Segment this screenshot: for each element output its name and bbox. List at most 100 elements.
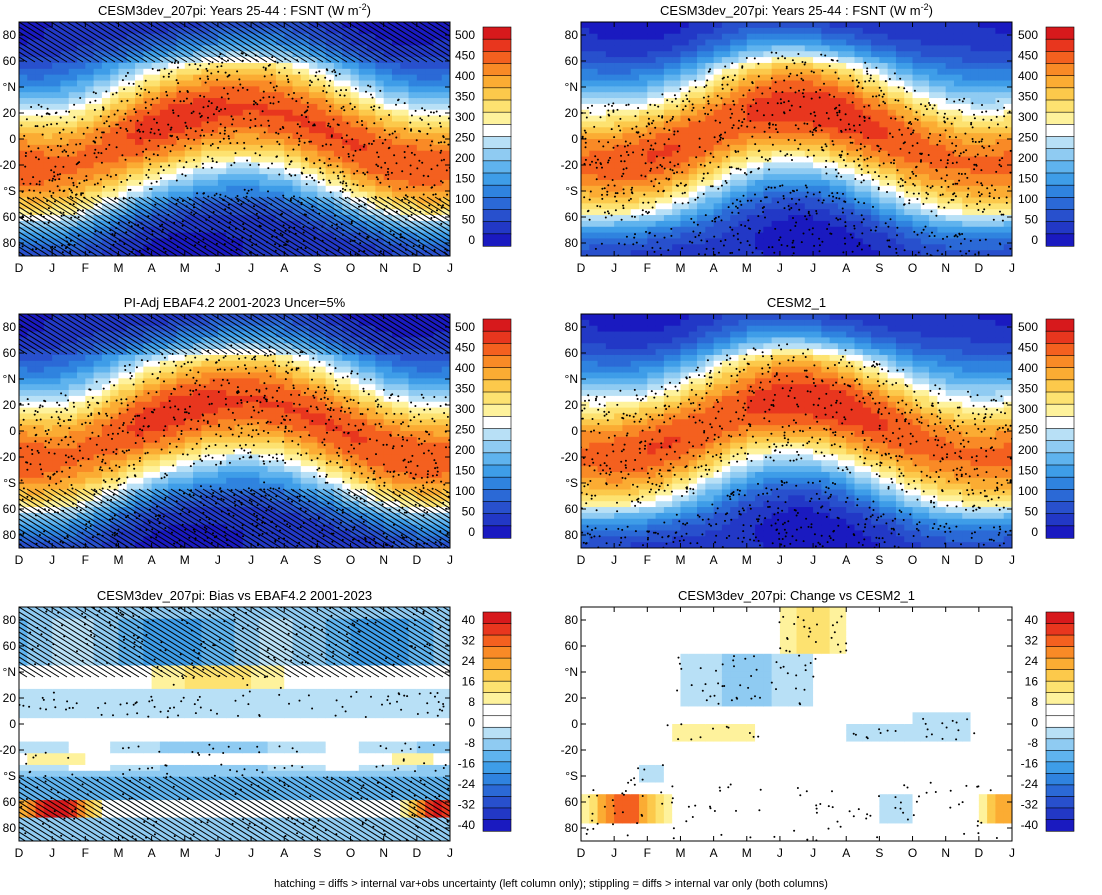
stipple-dot bbox=[313, 162, 316, 165]
hatch-line bbox=[66, 196, 162, 256]
stipple-dot bbox=[199, 134, 202, 137]
heatmap-cell bbox=[605, 150, 615, 158]
heatmap-cell bbox=[234, 86, 244, 93]
heatmap-cell bbox=[796, 127, 806, 134]
heatmap-cell bbox=[242, 244, 252, 251]
heatmap-cell bbox=[614, 74, 624, 82]
heatmap-cell bbox=[408, 80, 418, 87]
heatmap-cell bbox=[309, 144, 318, 152]
heatmap-cell bbox=[605, 226, 615, 234]
heatmap-cell bbox=[19, 162, 28, 169]
heatmap-cell bbox=[688, 121, 698, 128]
heatmap-cell bbox=[639, 39, 648, 46]
heatmap-cell bbox=[887, 197, 897, 204]
heatmap-cell bbox=[721, 162, 731, 169]
heatmap-cell bbox=[871, 86, 880, 93]
heatmap-cell bbox=[400, 191, 410, 199]
heatmap-cell bbox=[151, 74, 161, 82]
heatmap-cell bbox=[110, 133, 120, 140]
stipple-dot bbox=[56, 144, 59, 147]
heatmap-cell bbox=[408, 62, 418, 70]
heatmap-cell bbox=[788, 98, 798, 105]
heatmap-cell bbox=[408, 139, 418, 146]
heatmap-cell bbox=[639, 109, 648, 117]
heatmap-cell bbox=[383, 98, 393, 105]
heatmap-cell bbox=[325, 86, 335, 93]
hatch-line bbox=[282, 196, 378, 256]
heatmap-cell bbox=[763, 39, 773, 46]
heatmap-cell bbox=[93, 22, 103, 29]
heatmap-cell bbox=[27, 62, 37, 70]
heatmap-cell bbox=[647, 220, 657, 228]
heatmap-cell bbox=[168, 68, 178, 76]
heatmap-cell bbox=[738, 39, 748, 46]
heatmap-cell bbox=[755, 185, 764, 193]
heatmap-cell bbox=[755, 33, 764, 41]
heatmap-cell bbox=[663, 27, 673, 35]
heatmap-cell bbox=[400, 168, 410, 175]
stipple-dot bbox=[188, 63, 191, 66]
heatmap-cell bbox=[887, 150, 897, 158]
heatmap-cell bbox=[713, 191, 723, 199]
heatmap-cell bbox=[126, 133, 136, 140]
heatmap-cell bbox=[581, 80, 590, 87]
heatmap-cell bbox=[151, 80, 161, 87]
heatmap-cell bbox=[597, 250, 607, 256]
heatmap-cell bbox=[333, 80, 343, 87]
heatmap-cell bbox=[425, 68, 435, 76]
heatmap-cell bbox=[821, 215, 831, 222]
stipple-dot bbox=[345, 182, 348, 185]
stipple-dot bbox=[185, 161, 188, 164]
heatmap-cell bbox=[118, 22, 128, 29]
heatmap-cell bbox=[259, 174, 269, 181]
heatmap-cell bbox=[829, 238, 839, 245]
heatmap-cell bbox=[251, 68, 260, 76]
heatmap-cell bbox=[416, 191, 426, 199]
heatmap-cell bbox=[854, 109, 864, 117]
heatmap-cell bbox=[275, 179, 285, 187]
heatmap-cell bbox=[895, 238, 905, 245]
heatmap-cell bbox=[85, 185, 95, 193]
heatmap-cell bbox=[35, 109, 45, 117]
heatmap-cell bbox=[630, 39, 640, 46]
stipple-dot bbox=[330, 135, 333, 138]
stipple-dot bbox=[317, 78, 320, 81]
heatmap-cell bbox=[846, 68, 856, 76]
heatmap-cell bbox=[292, 215, 302, 222]
stipple-dot bbox=[249, 164, 252, 166]
heatmap-cell bbox=[738, 86, 748, 93]
heatmap-cell bbox=[416, 220, 426, 228]
heatmap-cell bbox=[813, 162, 822, 169]
heatmap-cell bbox=[887, 174, 897, 181]
y-tick-label: 80 bbox=[3, 236, 17, 250]
heatmap-cell bbox=[697, 127, 706, 134]
heatmap-cell bbox=[259, 33, 269, 41]
hatch-line bbox=[322, 22, 388, 63]
heatmap-cell bbox=[52, 68, 62, 76]
hatch-line bbox=[26, 22, 92, 63]
heatmap-cell bbox=[267, 121, 277, 128]
heatmap-cell bbox=[672, 57, 682, 64]
heatmap-cell bbox=[251, 27, 260, 35]
heatmap-cell bbox=[375, 127, 385, 134]
heatmap-cell bbox=[275, 45, 285, 52]
heatmap-cell bbox=[697, 33, 706, 41]
stipple-dot bbox=[323, 84, 326, 87]
stipple-dot bbox=[115, 174, 117, 176]
stipple-dot bbox=[329, 105, 332, 108]
stipple-dot bbox=[105, 120, 108, 123]
stipple-dot bbox=[401, 198, 404, 201]
stipple-dot bbox=[51, 179, 54, 182]
heatmap-cell bbox=[68, 215, 78, 222]
stipple-dot bbox=[202, 166, 205, 169]
colorbar-bin bbox=[482, 75, 512, 89]
heatmap-cell bbox=[688, 92, 698, 99]
heatmap-cell bbox=[350, 144, 360, 152]
heatmap-cell bbox=[259, 209, 269, 216]
heatmap-cell bbox=[821, 220, 831, 228]
stipple-dot bbox=[100, 136, 103, 139]
heatmap-cell bbox=[242, 74, 252, 82]
heatmap-cell bbox=[655, 191, 665, 199]
heatmap-cell bbox=[184, 185, 194, 193]
heatmap-cell bbox=[209, 115, 219, 123]
